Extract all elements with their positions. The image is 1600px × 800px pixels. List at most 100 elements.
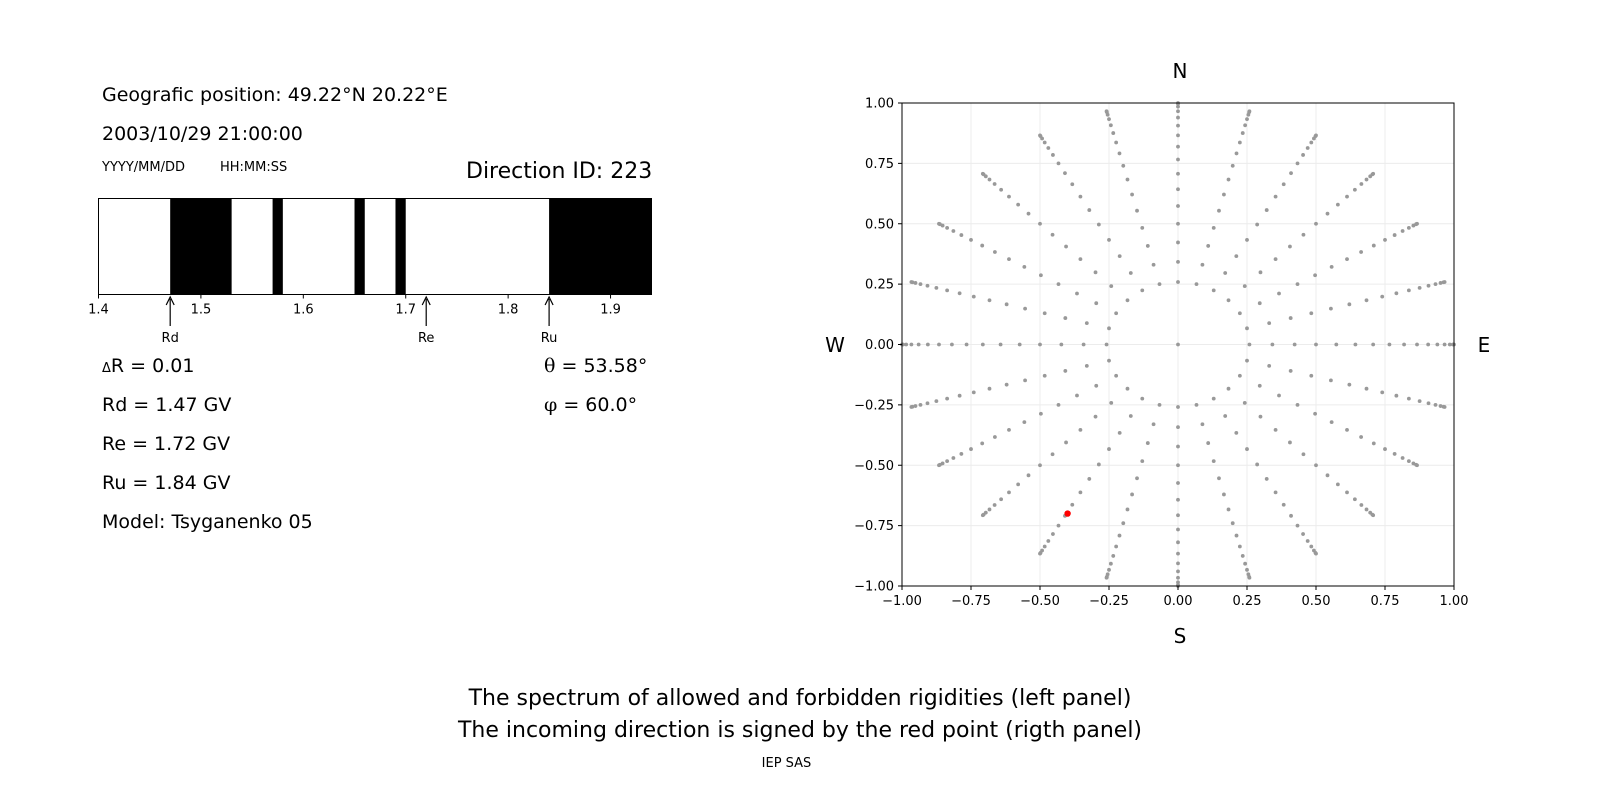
grid-point (1176, 497, 1180, 502)
grid-point (1288, 440, 1292, 445)
grid-point (1081, 342, 1086, 347)
grid-point (1094, 301, 1099, 306)
delta-r-value: R = 0.01 (110, 355, 195, 377)
grid-point (1078, 194, 1083, 199)
grid-point (1406, 288, 1411, 293)
compass-north: N (1173, 59, 1188, 83)
theta-value: θ = 53.58° (544, 355, 647, 377)
grid-point (1371, 243, 1376, 248)
grid-point (1371, 513, 1376, 518)
grid-point (1230, 163, 1235, 168)
grid-point (1406, 396, 1411, 401)
grid-point (1176, 144, 1180, 149)
grid-point (1288, 316, 1293, 320)
grid-point (1176, 204, 1180, 208)
grid-point (1406, 225, 1411, 230)
grid-point (913, 281, 918, 285)
grid-point (1056, 282, 1061, 287)
grid-point (1277, 291, 1281, 296)
grid-point (1176, 463, 1180, 468)
grid-point (1004, 302, 1009, 307)
grid-point (1151, 422, 1156, 427)
grid-point (1329, 420, 1334, 425)
y-tick-label: 1.00 (865, 97, 894, 112)
grid-point (1255, 222, 1260, 227)
grid-point (1435, 342, 1440, 347)
grid-point (1070, 182, 1075, 187)
grid-point (1217, 208, 1221, 213)
grid-point (1176, 580, 1180, 585)
grid-point (1176, 444, 1180, 449)
grid-point (1394, 291, 1399, 296)
datetime: 2003/10/29 21:00:00 (102, 123, 303, 145)
grid-point (998, 342, 1003, 347)
grid-point (1325, 211, 1330, 216)
grid-point (1038, 551, 1042, 556)
grid-point (1392, 452, 1397, 456)
grid-point (959, 452, 964, 456)
grid-point (980, 342, 985, 347)
grid-point (1121, 163, 1126, 168)
grid-point (1245, 567, 1249, 572)
grid-point (1093, 414, 1098, 419)
grid-point (1237, 311, 1242, 316)
grid-point (1288, 369, 1293, 373)
grid-point (1273, 257, 1278, 262)
grid-point (1125, 177, 1130, 182)
grid-point (1104, 109, 1109, 114)
grid-point (1289, 171, 1293, 176)
incoming-direction (1064, 510, 1071, 517)
spectrum-tick-label: 1.8 (498, 303, 519, 318)
incoming-direction-point (1064, 510, 1071, 517)
grid-point (1371, 441, 1376, 446)
spectrum-tick-label: 1.6 (293, 303, 314, 318)
grid-point (1305, 539, 1310, 543)
grid-point (969, 238, 973, 242)
grid-point (1176, 540, 1180, 545)
grid-point (1117, 151, 1122, 156)
grid-point (1258, 414, 1263, 419)
grid-point (1426, 342, 1431, 347)
grid-point (1438, 281, 1443, 285)
grid-point (1335, 482, 1340, 487)
grid-point (1084, 363, 1089, 368)
grid-point (1347, 302, 1352, 307)
grid-point (1107, 358, 1111, 363)
grid-point (1402, 342, 1406, 347)
grid-point (1309, 544, 1314, 549)
grid-point (918, 282, 923, 287)
grid-point (1140, 459, 1145, 464)
y-tick-label: 0.50 (865, 217, 894, 232)
grid-point (945, 225, 950, 230)
grid-point (1111, 131, 1116, 135)
grid-point (1026, 473, 1031, 478)
grid-point (1206, 441, 1211, 445)
re-value: Re = 1.72 GV (102, 433, 231, 455)
grid-point (1426, 401, 1431, 406)
grid-point (1281, 182, 1286, 187)
grid-point (1107, 567, 1111, 572)
marker-arrowhead-rd (165, 295, 175, 306)
grid-point (1417, 399, 1422, 404)
y-tick-label: 0.00 (865, 338, 894, 353)
grid-point (1257, 383, 1262, 388)
grid-point (999, 497, 1004, 502)
ru-value: Ru = 1.84 GV (102, 472, 231, 494)
grid-point (1194, 282, 1199, 287)
grid-point (1087, 208, 1092, 212)
grid-point (1026, 211, 1031, 216)
y-tick-label: −0.50 (854, 459, 894, 474)
grid-point (1226, 386, 1231, 391)
y-tick-label: 0.25 (865, 278, 894, 293)
date-format-label: YYYY/MM/DD (102, 160, 185, 175)
grid-point (1352, 497, 1357, 502)
forbidden-bands (170, 198, 652, 295)
grid-point (1128, 271, 1133, 275)
grid-point (1314, 133, 1318, 138)
grid-point (945, 396, 950, 401)
y-tick-label: 0.75 (865, 157, 894, 172)
grid-point (1078, 427, 1083, 432)
grid-point (1056, 523, 1061, 528)
grid-point (1371, 171, 1376, 176)
grid-point (1329, 264, 1334, 269)
